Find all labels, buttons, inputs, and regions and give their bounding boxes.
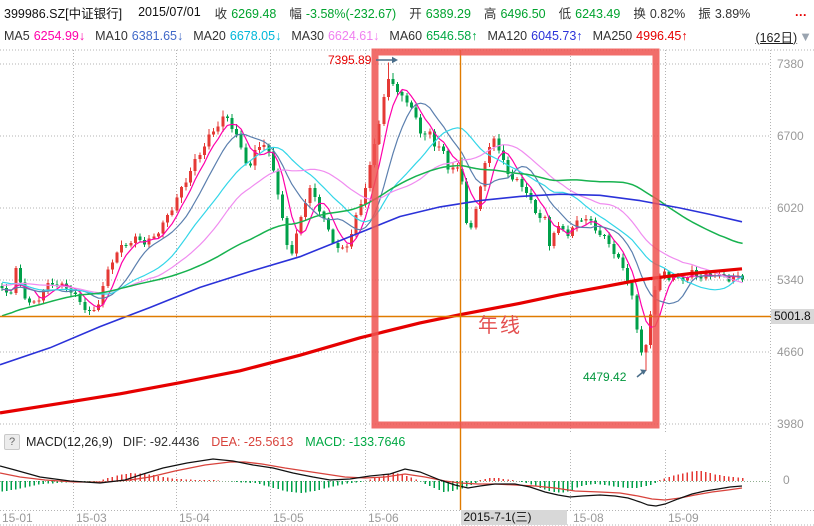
macd-param-label: MACD(12,26,9) <box>26 435 113 449</box>
macd-dea-value: DEA: -25.5613 <box>211 435 294 449</box>
ma-legend-item: MA10 6381.65↓ <box>95 29 184 43</box>
crosshair-date-tag: 2015-7-1(三) <box>460 510 567 525</box>
candlestick-chart-canvas[interactable] <box>0 48 814 526</box>
quote-field: 振 3.89% <box>698 6 751 21</box>
quote-field: 换 0.82% <box>633 6 686 21</box>
ma-legend-item: MA30 6624.61↓ <box>291 29 380 43</box>
macd-dea-line <box>0 461 743 501</box>
macd-panel <box>0 458 770 507</box>
y-axis-tick: 7380 <box>777 57 804 71</box>
y-axis-tick: 6020 <box>777 201 804 215</box>
x-axis-label: 15-03 <box>76 511 107 525</box>
quote-field: 幅 -3.58%(-232.67) <box>289 6 397 21</box>
annotation-low-price: 4479.42 <box>583 370 627 384</box>
y-axis-tick: 6700 <box>777 129 804 143</box>
quote-field: 开 6389.29 <box>409 6 471 21</box>
x-axis-label: 15-06 <box>368 511 399 525</box>
x-axis-label: 15-04 <box>179 511 210 525</box>
macd-dif-line <box>0 458 743 507</box>
help-icon[interactable]: ? <box>4 434 20 450</box>
annotation-high-price: 7395.89 <box>328 53 372 67</box>
ma-line-MA120 <box>0 193 743 366</box>
quote-info-bar: 399986.SZ[中证银行] 2015/07/01 收 6269.48 幅 -3.5… <box>0 0 814 24</box>
ma-lines <box>0 88 743 415</box>
quote-field: 低 6243.49 <box>558 6 621 21</box>
quote-field: 高 6496.50 <box>483 6 546 21</box>
ma-line-MA250 <box>0 267 743 415</box>
ma-legend-item: MA120 6045.73↑ <box>487 29 583 43</box>
symbol-name: 399986.SZ[中证银行] <box>4 6 123 21</box>
macd-zero-label: 0 <box>783 473 790 487</box>
chevron-down-icon[interactable]: ▼ <box>799 28 812 44</box>
macd-header: ? MACD(12,26,9) DIF: -92.4436 DEA: -25.5… <box>0 434 405 450</box>
x-axis-label: 15-08 <box>573 511 604 525</box>
annotation-yearline: 年线 <box>478 315 522 337</box>
y-axis-tick: 3980 <box>777 417 804 431</box>
x-axis-label: 15-09 <box>668 511 699 525</box>
quote-fields: 收 6269.48 幅 -3.58%(-232.67) 开 6389.29 高 6496.50… <box>215 3 764 22</box>
ma-legend-item: MA60 6546.58↑ <box>389 29 478 43</box>
highlight-rectangle <box>371 48 660 429</box>
period-selector[interactable]: (162日) ▼ <box>755 27 812 46</box>
y-axis-tick: 4660 <box>777 345 804 359</box>
ma-legend-item: MA20 6678.05↓ <box>193 29 282 43</box>
ma-legend-item: MA250 4996.45↑ <box>592 29 688 43</box>
macd-dif-value: DIF: -92.4436 <box>122 435 200 449</box>
period-label[interactable]: (162日) <box>755 30 798 45</box>
ma-legend: MA5 6254.99↓ MA10 6381.65↓ MA20 6678.05↓ MA30 6… <box>4 29 698 43</box>
quote-date: 2015/07/01 <box>138 5 201 19</box>
ma-legend-item: MA5 6254.99↓ <box>4 29 86 43</box>
candles <box>0 62 745 372</box>
macd-macd-value: MACD: -133.7646 <box>305 435 406 449</box>
ma-legend-bar: MA5 6254.99↓ MA10 6381.65↓ MA20 6678.05↓ MA30 6… <box>0 24 814 48</box>
y-axis-tick: 5340 <box>777 273 804 287</box>
x-axis-label: 15-05 <box>273 511 304 525</box>
crosshair-price-tag: 5001.8 <box>771 308 814 324</box>
x-axis-label: 15-01 <box>2 511 33 525</box>
annotation-arrows <box>376 56 647 378</box>
quote-field: 收 6269.48 <box>214 6 277 21</box>
more-ellipsis-button[interactable]: … <box>794 5 808 19</box>
